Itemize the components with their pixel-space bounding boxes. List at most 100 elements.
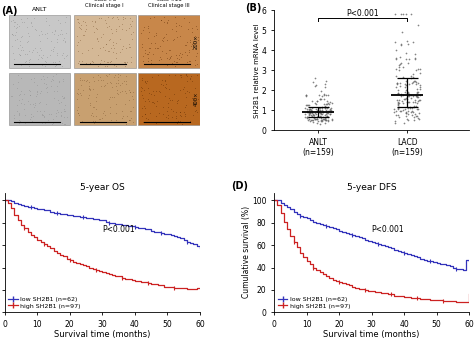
Point [14, 45, 21, 51]
Point [313, 114, 320, 119]
Point [113, 14, 121, 20]
Point [17, 75, 25, 81]
Point [109, 14, 117, 19]
Point [181, 50, 189, 55]
Point [189, 41, 196, 46]
Point [24, 99, 32, 104]
Point [193, 61, 201, 67]
Point [34, 56, 42, 61]
Point [30, 101, 37, 107]
Point [19, 47, 27, 52]
Point [393, 82, 401, 87]
Point [308, 114, 316, 119]
Point [56, 32, 64, 37]
Point [10, 116, 18, 121]
Point [26, 101, 34, 107]
Point [307, 106, 314, 111]
Point [182, 113, 189, 118]
Point [409, 40, 417, 45]
Point [193, 50, 201, 56]
Point [409, 110, 417, 115]
Text: 200×: 200× [194, 34, 199, 49]
Point [414, 80, 421, 85]
Point [13, 109, 21, 114]
Point [141, 99, 149, 104]
Point [113, 26, 120, 32]
Point [8, 94, 16, 99]
Point [125, 97, 132, 103]
Point [40, 113, 48, 119]
Point [163, 62, 171, 68]
Point [141, 111, 149, 117]
Point [12, 29, 19, 35]
Point [22, 59, 29, 65]
Point [98, 115, 105, 120]
Point [313, 116, 320, 121]
Point [126, 90, 134, 95]
Point [191, 85, 199, 91]
Point [408, 105, 415, 111]
Point [20, 107, 27, 112]
Point [392, 118, 399, 124]
Point [316, 96, 323, 102]
Point [321, 101, 328, 107]
Point [121, 101, 128, 107]
Point [150, 92, 157, 98]
Point [61, 121, 68, 126]
Point [168, 60, 176, 66]
Point [316, 108, 324, 114]
Point [128, 18, 136, 24]
Point [307, 117, 315, 122]
Point [75, 24, 83, 29]
Point [323, 113, 330, 118]
Point [18, 19, 26, 24]
Point [313, 109, 321, 114]
Point [100, 110, 107, 115]
Point [86, 100, 94, 106]
Point [188, 29, 195, 35]
Point [186, 58, 194, 64]
Point [321, 84, 328, 90]
Point [127, 117, 134, 123]
Point [395, 114, 403, 119]
Point [411, 100, 419, 105]
Point [24, 24, 31, 29]
Point [311, 116, 319, 122]
Text: (A): (A) [1, 6, 18, 16]
Point [16, 97, 23, 102]
Point [193, 23, 201, 29]
Point [167, 53, 175, 59]
Point [100, 108, 108, 114]
Point [123, 113, 131, 119]
Point [401, 84, 409, 90]
Point [82, 26, 90, 32]
Point [127, 23, 135, 28]
Point [408, 112, 415, 118]
Point [108, 84, 116, 90]
Point [187, 73, 194, 78]
Point [183, 52, 191, 57]
Point [303, 109, 310, 114]
Point [49, 77, 57, 83]
Point [36, 99, 43, 105]
Point [395, 101, 403, 106]
Point [79, 18, 86, 24]
Point [409, 71, 417, 76]
Point [49, 120, 57, 126]
Point [302, 92, 310, 98]
Point [57, 109, 65, 115]
Point [18, 33, 26, 39]
Point [54, 109, 62, 115]
Point [53, 71, 60, 77]
Point [408, 76, 415, 81]
Point [322, 109, 330, 115]
Point [63, 14, 70, 20]
Point [173, 56, 181, 61]
Point [76, 37, 84, 43]
Point [413, 106, 420, 112]
Point [176, 33, 183, 39]
Point [164, 20, 171, 26]
Point [148, 58, 155, 63]
Point [18, 44, 26, 50]
Point [392, 67, 400, 72]
